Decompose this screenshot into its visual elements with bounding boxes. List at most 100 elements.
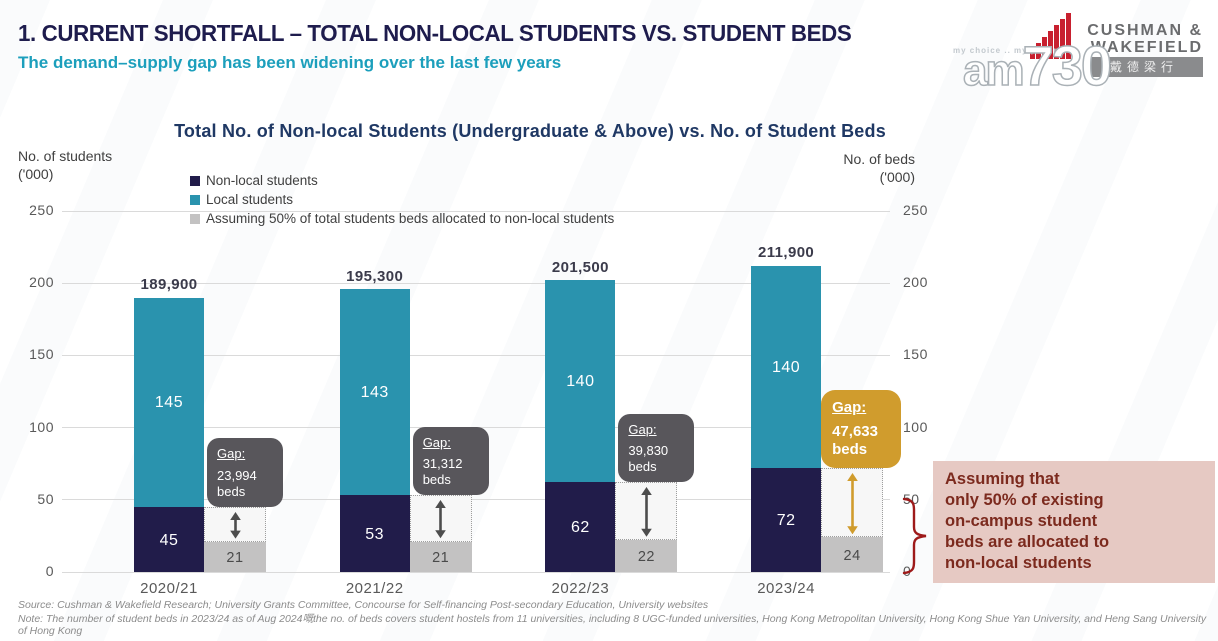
legend-swatch (190, 175, 200, 186)
bar-value-local: 140 (771, 358, 801, 376)
x-axis-label: 2020/21 (140, 580, 198, 597)
am730-wordmark: am730 (962, 37, 1113, 99)
y-tick-label-left: 100 (29, 418, 54, 435)
cushman-wakefield-line1: CUSHMAN & (1087, 22, 1203, 39)
am730-building-icon (1030, 13, 1071, 59)
legend-label: Non-local students (206, 173, 318, 188)
bar-local (134, 297, 204, 508)
legend-label: Local students (206, 192, 294, 207)
am730-wordmark-730: 730 (1022, 34, 1113, 97)
gridline (62, 499, 890, 501)
gap-callout-label: Gap: (217, 446, 246, 462)
gap-callout-unit: beds (628, 459, 657, 475)
gap-arrow-icon (229, 512, 241, 539)
legend-item: Local students (190, 190, 614, 209)
y-tick-label-right: 50 (903, 490, 920, 507)
bar-local (545, 280, 616, 483)
bar-non-local (751, 468, 822, 572)
x-axis-label: 2021/22 (345, 580, 404, 597)
y-tick-label-right: 150 (903, 346, 928, 363)
total-label: 201,500 (551, 259, 609, 277)
bar-local (751, 265, 822, 469)
y-tick-label-left: 250 (29, 202, 54, 218)
gap-callout-value: 47,633 (832, 422, 878, 440)
gap-callout-value: 31,312 (422, 455, 463, 471)
bar-value-local: 145 (154, 394, 184, 412)
bar-beds (204, 541, 266, 572)
total-label: 189,900 (140, 275, 198, 293)
bar-value-beds: 22 (637, 549, 655, 566)
left-axis-title: No. of students ('000) (18, 148, 113, 182)
y-tick-label-left: 50 (37, 490, 54, 507)
legend-item: Assuming 50% of total students beds allo… (190, 209, 614, 228)
am730-wordmark-am: am (962, 45, 1025, 96)
gap-arrow-icon (846, 473, 858, 535)
right-axis-title: No. of beds ('000) (843, 151, 915, 185)
page-subtitle: The demand–supply gap has been widening … (18, 53, 562, 72)
x-axis-label: 2022/23 (551, 580, 610, 597)
gap-callout-label: Gap: (422, 434, 451, 450)
total-label: 195,300 (346, 268, 404, 285)
bar-value-beds: 21 (226, 549, 244, 566)
gap-arrow-icon (641, 487, 652, 538)
gap-callout-label: Gap: (628, 421, 657, 437)
bar-value-beds: 24 (843, 547, 861, 564)
bar-value-non-local: 53 (365, 525, 385, 543)
gridline (62, 282, 890, 284)
bar-local (339, 288, 410, 496)
y-tick-label-right: 200 (903, 274, 928, 291)
y-tick-label-right: 250 (903, 202, 928, 218)
legend-swatch (190, 194, 200, 205)
gap-callout: Gap: 31,312 beds (412, 426, 489, 496)
y-tick-label-left: 0 (45, 563, 54, 579)
cushman-wakefield-chinese-bar: 戴德梁行 (1085, 57, 1203, 77)
bar-value-non-local: 62 (570, 519, 590, 537)
y-tick-label-left: 150 (29, 346, 54, 363)
bar-value-local: 140 (566, 373, 595, 391)
y-tick-label-right: 100 (903, 418, 928, 435)
am730-tagline: my choice .. my paper (953, 46, 1058, 55)
gap-callout-unit: beds (217, 483, 246, 499)
gap-callout: Gap: 39,830 beds (618, 413, 695, 483)
bar-beds (615, 540, 678, 572)
gridline (62, 210, 890, 212)
brace-icon (902, 497, 927, 575)
note-text: Note: The number of student beds in 2023… (18, 612, 1207, 638)
gap-callout-value: 23,994 (217, 467, 257, 483)
x-axis-label: 2023/24 (757, 580, 815, 597)
bar-beds (821, 537, 884, 572)
total-label: 211,900 (757, 244, 815, 262)
chart-title: Total No. of Non-local Students (Undergr… (174, 121, 886, 141)
gap-callout: Gap: 47,633 beds (821, 389, 902, 469)
bar-value-beds: 21 (432, 549, 450, 566)
cushman-wakefield-logo: CUSHMAN & WAKEFIELD (1087, 22, 1203, 56)
bar-non-local (134, 507, 204, 572)
plot-area: 250 250 200 200 150 150 100 100 50 50 0 0 145 45 21 189… (29, 202, 927, 597)
bar-value-non-local: 45 (159, 531, 179, 549)
gridline (62, 354, 890, 356)
y-tick-label-right: 0 (903, 563, 912, 579)
page-title: 1. CURRENT SHORTFALL – TOTAL NON-LOCAL S… (18, 20, 852, 46)
legend: Non-local students Local students Assuming… (190, 171, 614, 228)
gap-callout-unit: beds (422, 472, 451, 488)
bar-value-local: 143 (360, 384, 389, 402)
footer: Source: Cushman & Wakefield Research; Un… (18, 599, 1210, 638)
source-text: Source: Cushman & Wakefield Research; Un… (18, 599, 709, 611)
bar-value-non-local: 72 (776, 512, 796, 530)
gap-callout: Gap: 23,994 beds (207, 438, 283, 508)
bar-beds (409, 541, 472, 572)
cushman-wakefield-line2: WAKEFIELD (1090, 39, 1203, 56)
assumption-annotation: Assuming that only 50% of existing on-ca… (933, 461, 1215, 583)
bar-non-local (339, 495, 410, 572)
gap-callout-value: 39,830 (628, 442, 669, 458)
gap-arrow-icon (435, 500, 446, 539)
y-tick-label-left: 200 (29, 274, 54, 291)
legend-item: Non-local students (190, 171, 614, 190)
bar-non-local (545, 482, 616, 572)
logo-block: CUSHMAN & WAKEFIELD 戴德梁行 my choice .. my… (953, 10, 1208, 110)
legend-label: Assuming 50% of total students beds allo… (206, 211, 615, 226)
gridline (62, 571, 890, 573)
gap-callout-label: Gap: (832, 398, 867, 416)
legend-swatch (190, 213, 200, 224)
gap-callout-unit: beds (832, 441, 868, 459)
